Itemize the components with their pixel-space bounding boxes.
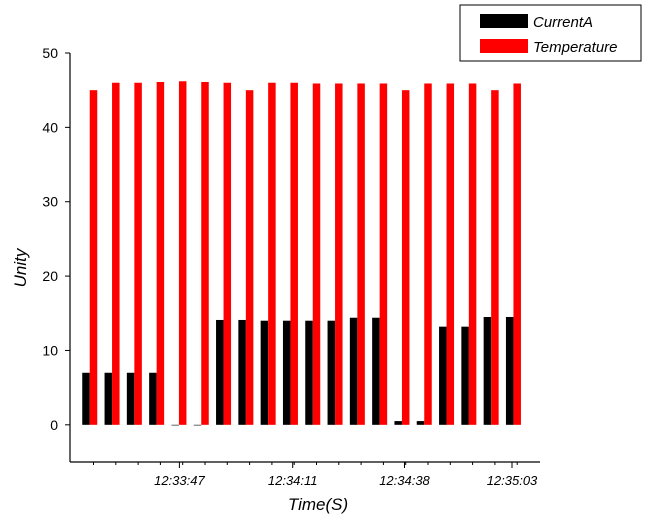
bar-temperature	[201, 82, 209, 425]
bar-currenta	[349, 317, 358, 425]
y-ticks-group: 0 10 20 30 40 50	[42, 45, 70, 433]
bars-group	[82, 81, 521, 426]
bar-currenta	[483, 316, 492, 425]
bar-temperature	[223, 82, 232, 425]
bar-temperature	[112, 82, 120, 425]
y-tick-label: 0	[50, 417, 58, 433]
bar-temperature	[156, 82, 165, 425]
x-ticks-group: 12:33:47 12:34:11 12:34:38 12:35:03	[93, 462, 538, 488]
x-tick-label: 12:34:11	[268, 473, 318, 488]
y-tick-label: 20	[42, 268, 58, 284]
bar-currenta	[82, 372, 90, 425]
bar-currenta	[126, 372, 135, 425]
legend-swatch-temperature	[480, 39, 528, 53]
axes-group	[69, 53, 540, 463]
bar-currenta	[193, 424, 202, 426]
bar-currenta	[394, 421, 402, 425]
legend-label-temperature: Temperature	[533, 39, 618, 56]
bar-temperature	[401, 90, 410, 425]
bar-temperature	[357, 83, 365, 425]
bar-temperature	[424, 83, 432, 425]
bar-currenta	[305, 320, 313, 425]
bar-currenta	[461, 326, 469, 425]
x-tick-label: 12:34:38	[379, 473, 430, 488]
bar-currenta	[260, 320, 269, 425]
bar-temperature	[335, 83, 343, 425]
bar-temperature	[268, 82, 276, 425]
bar-temperature	[446, 83, 455, 425]
y-tick-label: 40	[42, 119, 58, 135]
bar-currenta	[372, 317, 380, 425]
bar-temperature	[491, 90, 499, 425]
bar-currenta	[149, 372, 157, 425]
bar-currenta	[171, 424, 179, 426]
bar-temperature	[245, 90, 254, 425]
bar-temperature	[513, 83, 521, 425]
bar-temperature	[312, 83, 321, 425]
bar-currenta	[216, 319, 224, 425]
y-tick-label: 50	[42, 45, 58, 61]
x-tick-label: 12:35:03	[487, 473, 538, 488]
bar-currenta	[104, 372, 113, 425]
legend: CurrentA Temperature	[459, 4, 642, 62]
bar-currenta	[439, 326, 447, 425]
bar-temperature	[134, 82, 142, 425]
bar-temperature	[178, 81, 187, 425]
bar-temperature	[468, 83, 477, 425]
bar-currenta	[238, 319, 246, 425]
bar-currenta	[416, 421, 425, 425]
legend-swatch-currenta	[480, 14, 528, 28]
y-axis-title: Unity	[11, 247, 30, 287]
bar-temperature	[290, 82, 298, 425]
bar-temperature	[89, 90, 98, 425]
y-tick-label: 30	[42, 194, 58, 210]
y-tick-label: 10	[42, 342, 58, 358]
bar-currenta	[505, 316, 514, 425]
bar-temperature	[379, 83, 388, 425]
x-axis-title: Time(S)	[288, 495, 348, 514]
legend-label-currenta: CurrentA	[533, 14, 593, 31]
bar-currenta	[327, 320, 336, 425]
bar-currenta	[282, 320, 291, 425]
x-tick-label: 12:33:47	[154, 473, 205, 488]
